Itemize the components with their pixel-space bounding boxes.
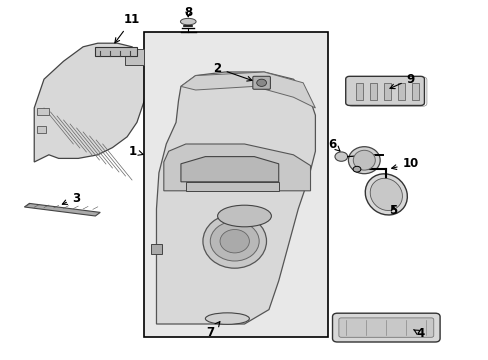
- Ellipse shape: [369, 178, 402, 211]
- Ellipse shape: [217, 205, 271, 227]
- Polygon shape: [24, 203, 100, 216]
- Ellipse shape: [180, 18, 196, 25]
- Bar: [383, 83, 390, 100]
- FancyBboxPatch shape: [345, 76, 424, 105]
- FancyBboxPatch shape: [332, 313, 439, 342]
- Ellipse shape: [205, 313, 249, 324]
- Text: 11: 11: [115, 13, 140, 43]
- Polygon shape: [156, 72, 315, 324]
- Text: 2: 2: [213, 62, 251, 81]
- Bar: [37, 126, 46, 133]
- Bar: [124, 49, 144, 65]
- Bar: [355, 83, 362, 100]
- Ellipse shape: [365, 174, 407, 215]
- Bar: [397, 83, 404, 100]
- FancyBboxPatch shape: [338, 318, 433, 337]
- Text: 6: 6: [328, 138, 339, 151]
- Text: 5: 5: [389, 204, 397, 217]
- Bar: [95, 47, 137, 56]
- Text: 3: 3: [62, 192, 80, 204]
- Text: 1: 1: [129, 145, 143, 158]
- Polygon shape: [185, 182, 278, 191]
- Bar: [144, 32, 327, 337]
- Ellipse shape: [352, 150, 375, 170]
- Ellipse shape: [347, 147, 380, 174]
- FancyBboxPatch shape: [252, 76, 270, 89]
- Circle shape: [256, 79, 266, 86]
- Polygon shape: [181, 157, 278, 182]
- Polygon shape: [163, 144, 310, 191]
- Ellipse shape: [210, 221, 259, 261]
- Polygon shape: [34, 43, 146, 162]
- Bar: [411, 83, 418, 100]
- Circle shape: [352, 166, 360, 172]
- Ellipse shape: [203, 214, 266, 268]
- Polygon shape: [181, 72, 315, 108]
- Circle shape: [334, 152, 347, 161]
- Text: 9: 9: [389, 73, 414, 89]
- Bar: [37, 108, 49, 115]
- Text: 4: 4: [413, 327, 424, 340]
- Text: 10: 10: [391, 157, 418, 170]
- FancyBboxPatch shape: [151, 244, 162, 254]
- Ellipse shape: [220, 230, 249, 253]
- Bar: [369, 83, 376, 100]
- Text: 7: 7: [206, 322, 220, 339]
- Text: 8: 8: [184, 6, 192, 19]
